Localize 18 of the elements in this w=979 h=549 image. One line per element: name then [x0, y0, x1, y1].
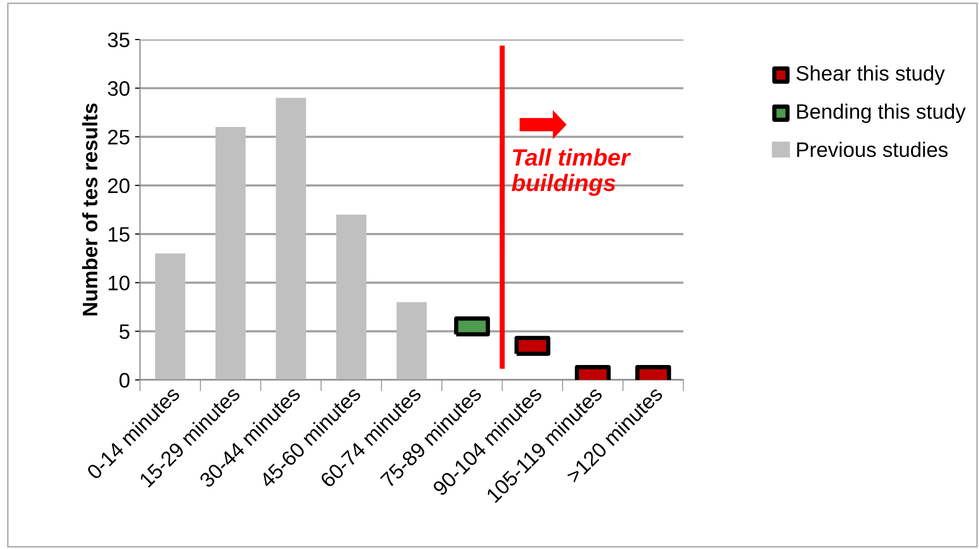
y-tick-label: 35	[108, 32, 130, 48]
bar	[336, 214, 366, 380]
legend-label: Previous studies	[797, 142, 948, 158]
legend-label: Shear this study	[796, 65, 945, 85]
annotation: Tall timber buildings	[512, 148, 631, 196]
bar	[215, 127, 246, 380]
y-tick-label: 20	[108, 178, 130, 194]
y-tick-label: 0	[120, 372, 130, 388]
y-tick-label: 30	[108, 81, 130, 96]
y-tick-label: 15	[108, 227, 130, 242]
bar	[396, 302, 427, 380]
bar	[155, 253, 186, 380]
y-tick-label: 25	[108, 130, 130, 145]
bar	[276, 98, 306, 380]
y-axis-title: Number of tes results	[82, 103, 98, 316]
legend-label: Bending this study	[797, 104, 966, 124]
y-tick-label: 10	[108, 276, 130, 290]
y-tick-label: 5	[120, 324, 130, 340]
